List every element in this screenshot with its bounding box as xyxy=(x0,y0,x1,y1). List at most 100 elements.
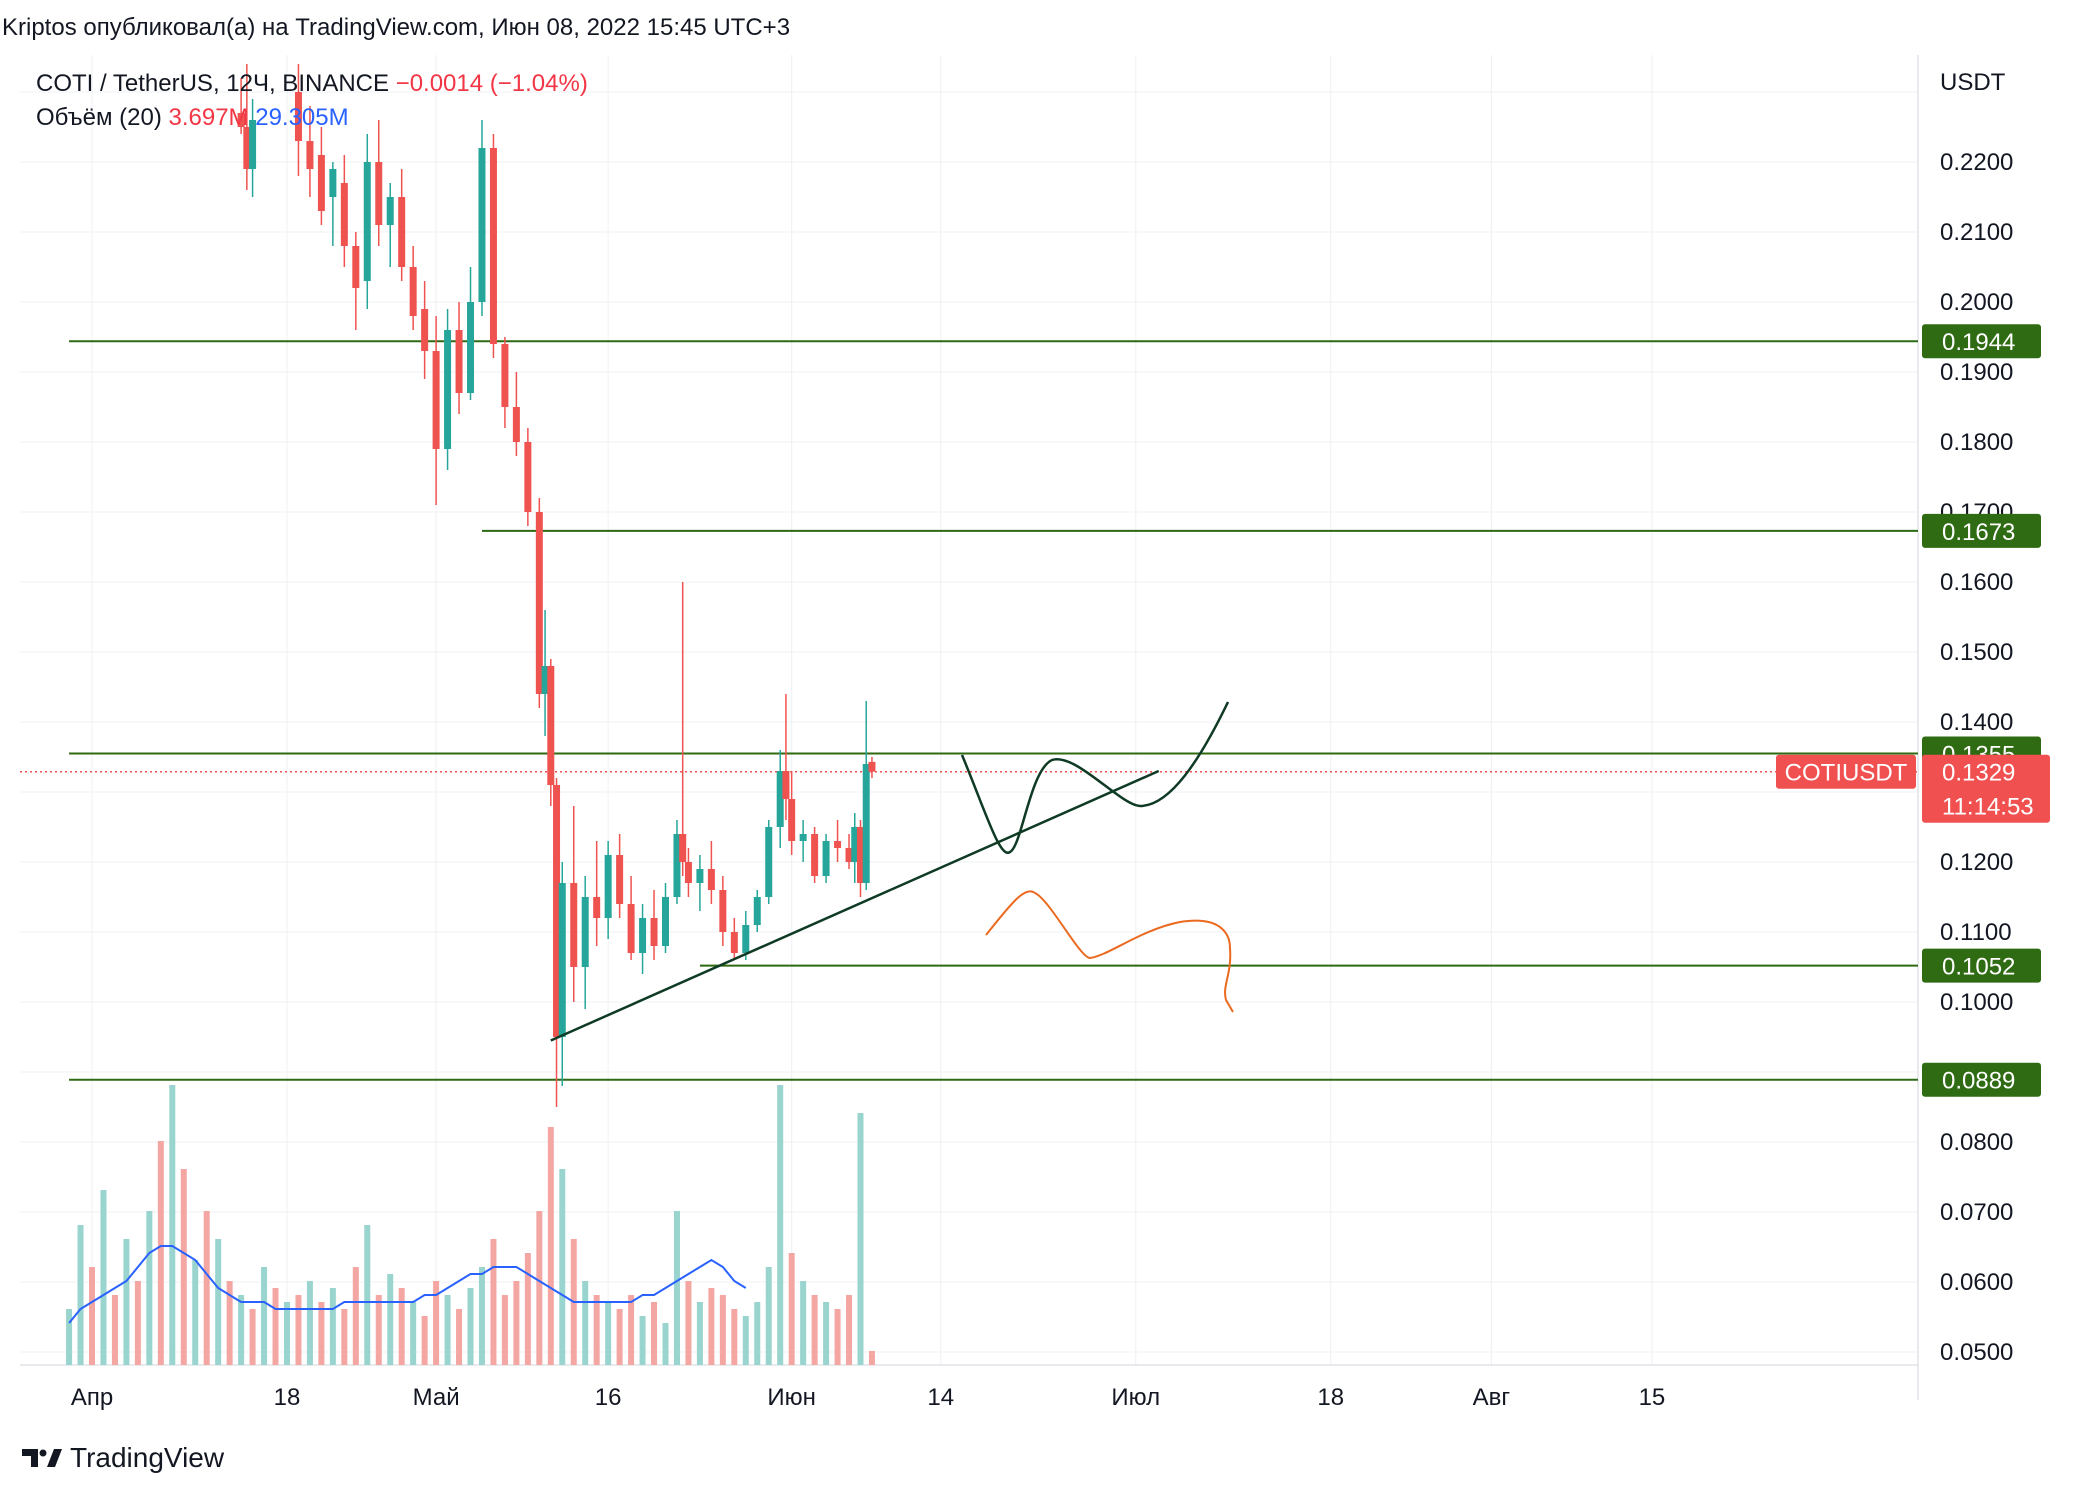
volume-bar xyxy=(605,1302,612,1365)
candle-body xyxy=(822,841,830,876)
volume-ma-line xyxy=(68,1245,747,1324)
candle-body xyxy=(581,897,589,967)
volume-bar xyxy=(696,1302,703,1365)
volume-bar xyxy=(66,1309,73,1365)
candle-body xyxy=(535,512,543,694)
candle-body xyxy=(570,883,578,967)
price-badge xyxy=(1922,754,2050,823)
volume-legend[interactable]: Объём (20) 3.697M 29.305M xyxy=(36,104,349,132)
volume-bar xyxy=(719,1295,726,1365)
volume-bar xyxy=(329,1288,336,1365)
x-tick-label: 18 xyxy=(274,1384,301,1411)
level-badges: 0.19440.16730.13550.10520.0889COTIUSDT0.… xyxy=(1776,324,2050,1097)
candle-body xyxy=(352,246,360,288)
volume-bar xyxy=(467,1288,474,1365)
candle-body xyxy=(742,925,750,953)
volume-bar xyxy=(513,1281,520,1365)
level-badge xyxy=(1922,324,2041,359)
symbol-legend[interactable]: COTI / TetherUS, 12Ч, BINANCE −0.0014 (−… xyxy=(36,70,588,98)
volume-bar xyxy=(685,1281,692,1365)
y-tick-label: 0.2200 xyxy=(1940,149,2013,176)
x-tick-label: 16 xyxy=(595,1384,622,1411)
ascending-trendline xyxy=(550,769,1160,1042)
volume-bar xyxy=(306,1281,313,1365)
candle-body xyxy=(243,127,251,169)
candle-body xyxy=(409,267,417,316)
candle-body xyxy=(776,771,784,827)
support-resistance-levels xyxy=(69,340,1918,1081)
volume-bar xyxy=(616,1309,623,1365)
tradingview-logo-icon xyxy=(22,1449,62,1467)
candle-body xyxy=(455,330,463,393)
candle-body xyxy=(616,855,624,904)
x-tick-label: Май xyxy=(413,1384,460,1411)
candle-body xyxy=(237,113,245,127)
level-badge xyxy=(1922,1062,2041,1097)
candle-body xyxy=(788,799,796,841)
level-badge-label: 0.1052 xyxy=(1942,954,2015,981)
candle-body xyxy=(765,827,773,897)
grid xyxy=(20,55,1919,1400)
y-tick-label: 0.1100 xyxy=(1940,919,2012,946)
candle-body xyxy=(375,162,383,225)
volume-bar xyxy=(77,1225,84,1365)
candle-body xyxy=(707,869,715,890)
level-badge-label: 0.0889 xyxy=(1942,1068,2015,1095)
candle-body xyxy=(782,771,790,799)
volume-bar xyxy=(800,1281,807,1365)
candle-body xyxy=(340,183,348,246)
candle-body xyxy=(845,848,853,862)
volume-bar xyxy=(708,1288,715,1365)
price-change: −0.0014 (−1.04%) xyxy=(395,70,588,97)
candle-body xyxy=(696,869,704,883)
x-tick-label: 18 xyxy=(1317,1384,1344,1411)
volume-bar xyxy=(433,1281,440,1365)
candle-body xyxy=(444,330,452,449)
volume-bar xyxy=(134,1281,141,1365)
x-tick-label: 14 xyxy=(927,1384,954,1411)
level-badge xyxy=(1922,948,2041,983)
volume-bar xyxy=(387,1274,394,1365)
candle-body xyxy=(834,841,842,848)
x-tick-label: Апр xyxy=(71,1384,113,1411)
volume-bars xyxy=(66,1085,875,1365)
price-badge-label: 0.1329 xyxy=(1942,760,2015,787)
time-axis: Апр 18 Май 16 Июн 14 Июл 18 Авг 15 xyxy=(71,1384,1665,1411)
y-tick-label: 0.1600 xyxy=(1940,569,2013,596)
volume-label[interactable]: Объём (20) xyxy=(36,104,162,131)
y-tick-label: 0.1800 xyxy=(1940,429,2013,456)
y-tick-label: 0.1900 xyxy=(1940,359,2013,386)
volume-bar xyxy=(754,1302,761,1365)
symbol-badge-label: COTIUSDT xyxy=(1785,760,1908,787)
candle-body xyxy=(512,407,520,442)
volume-bar xyxy=(375,1295,382,1365)
volume-bar xyxy=(788,1253,795,1365)
x-tick-label: Авг xyxy=(1473,1384,1511,1411)
symbol-name[interactable]: COTI / TetherUS, 12Ч, BINANCE xyxy=(36,70,389,97)
volume-bar xyxy=(261,1267,268,1365)
candle-body xyxy=(604,855,612,918)
volume-bar xyxy=(318,1302,325,1365)
candle-body xyxy=(432,351,440,449)
volume-bar xyxy=(364,1225,371,1365)
candle-body xyxy=(541,666,549,694)
y-tick-label: 0.0700 xyxy=(1940,1199,2013,1226)
volume-bar xyxy=(834,1309,841,1365)
candle-body xyxy=(317,155,325,211)
y-tick-label: 0.0500 xyxy=(1940,1339,2013,1366)
volume-bar xyxy=(593,1295,600,1365)
candle-body xyxy=(799,834,807,841)
volume-bar xyxy=(478,1267,485,1365)
candle-body xyxy=(684,862,692,883)
volume-bar xyxy=(341,1309,348,1365)
volume-bar xyxy=(823,1302,830,1365)
candle-body xyxy=(421,309,429,351)
candle-body xyxy=(856,827,864,883)
candle-body xyxy=(467,302,475,393)
volume-bar xyxy=(215,1239,222,1365)
tradingview-footer[interactable]: TradingView xyxy=(22,1442,224,1474)
volume-bar xyxy=(582,1281,589,1365)
candle-body xyxy=(501,344,509,407)
candle-body xyxy=(627,904,635,953)
